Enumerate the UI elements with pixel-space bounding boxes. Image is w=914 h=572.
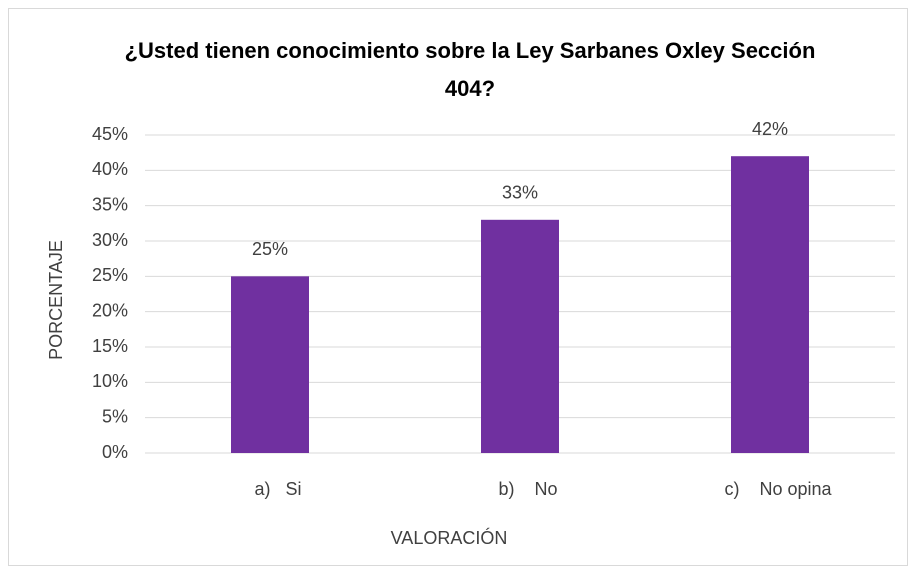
data-label: 42% (752, 119, 788, 139)
bar (731, 156, 809, 453)
x-tick-label: a) Si (254, 479, 301, 499)
y-tick-label: 10% (92, 371, 128, 391)
x-tick-label: c) No opina (724, 479, 832, 499)
y-tick-label: 15% (92, 336, 128, 356)
data-label: 25% (252, 239, 288, 259)
y-tick-label: 45% (92, 124, 128, 144)
x-tick-label: b) No (498, 479, 557, 499)
y-tick-label: 40% (92, 159, 128, 179)
y-tick-label: 20% (92, 300, 128, 320)
y-tick-label: 25% (92, 265, 128, 285)
y-tick-label: 0% (102, 442, 128, 462)
bar (481, 219, 559, 453)
x-axis-label: VALORACIÓN (391, 527, 508, 548)
y-tick-label: 35% (92, 194, 128, 214)
bar (231, 276, 309, 453)
data-label: 33% (502, 183, 538, 203)
chart-title: ¿Usted tienen conocimiento sobre la Ley … (124, 38, 816, 101)
y-tick-label: 30% (92, 230, 128, 250)
y-tick-label: 5% (102, 406, 128, 426)
y-axis-label: PORCENTAJE (46, 240, 66, 360)
